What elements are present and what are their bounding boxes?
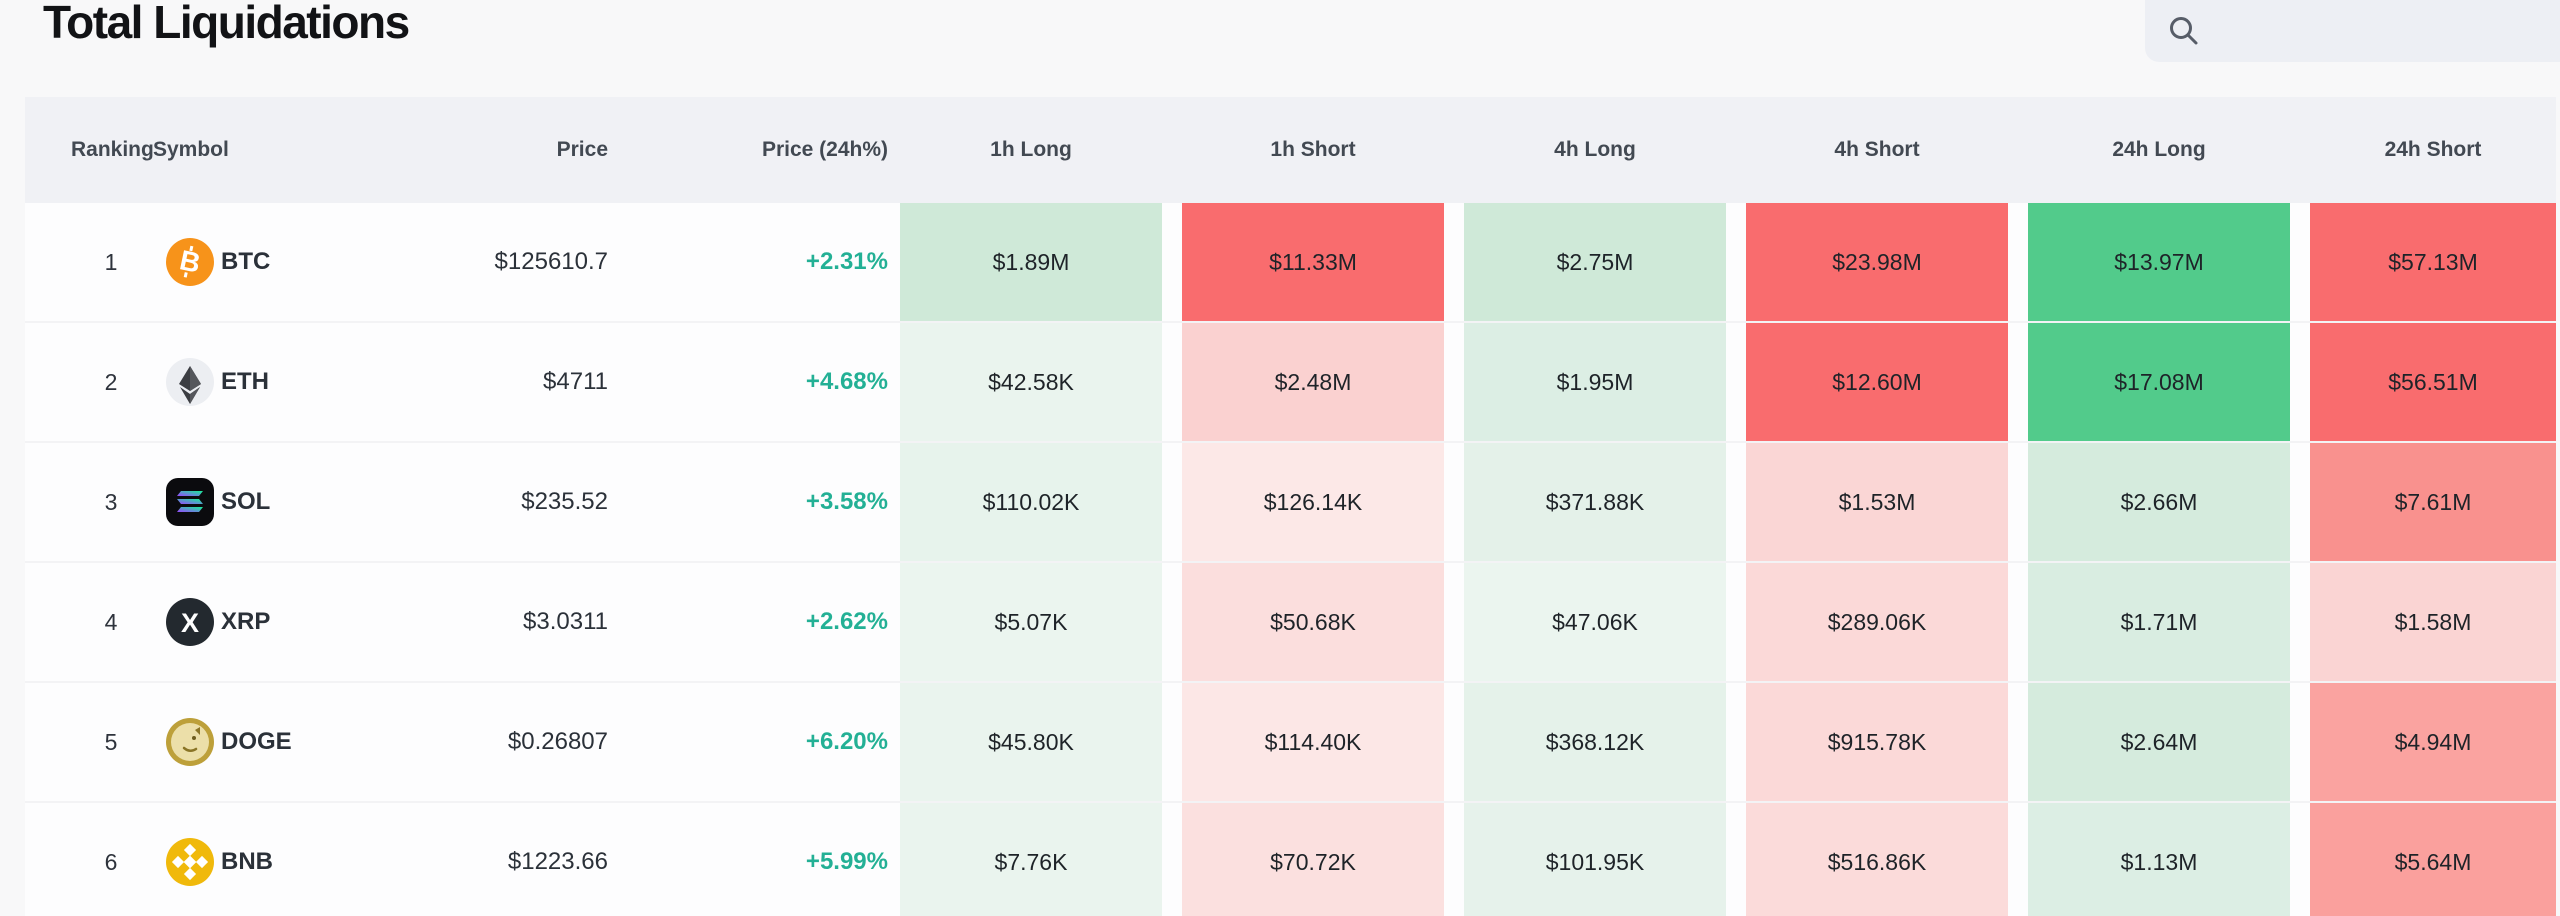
rank-cell: 1 xyxy=(104,248,118,275)
rank-cell: 3 xyxy=(104,488,118,515)
heatmap-cell: $4.94M xyxy=(2310,683,2556,801)
heatmap-cell: $915.78K xyxy=(1746,683,2008,801)
heatmap-cell: $2.75M xyxy=(1464,203,1726,321)
price-cell: $0.26807 xyxy=(507,728,608,755)
heatmap-cell: $1.71M xyxy=(2028,563,2290,681)
rank-cell: 5 xyxy=(104,728,118,755)
price-cell: $1223.66 xyxy=(507,848,608,875)
heatmap-cell: $289.06K xyxy=(1746,563,2008,681)
table-row-bnb[interactable]: 6 BNB $1223.66 +5.99% $7.76K $70.72K $101.95K $… xyxy=(25,801,2556,916)
column-header-4h-long[interactable]: 4h Long xyxy=(1554,138,1636,161)
heatmap-cell: $101.95K xyxy=(1464,803,1726,916)
doge-icon xyxy=(166,683,214,801)
table-header-row: Ranking Symbol Price Price (24h%) 1h Long 1h … xyxy=(25,97,2556,203)
heatmap-cell: $110.02K xyxy=(900,443,1162,561)
rank-cell: 2 xyxy=(104,368,118,395)
symbol-label: SOL xyxy=(221,488,271,515)
price-change-cell: +6.20% xyxy=(805,728,888,755)
heatmap-cell: $1.89M xyxy=(900,203,1162,321)
table-row-btc[interactable]: 1 B BTC $125610.7 +2.31% $1.89M $11.33M $2.75M $… xyxy=(25,203,2556,321)
rank-cell: 6 xyxy=(104,848,118,875)
heatmap-cell: $12.60M xyxy=(1746,323,2008,441)
table-row-eth[interactable]: 2 ETH $4711 +4.68% $42.58K $2.48M $1.95M $12.60… xyxy=(25,321,2556,441)
heatmap-cell: $2.64M xyxy=(2028,683,2290,801)
heatmap-cell: $1.58M xyxy=(2310,563,2556,681)
price-change-cell: +5.99% xyxy=(805,848,888,875)
column-header-price-24h[interactable]: Price (24h%) xyxy=(761,138,888,161)
heatmap-cell: $368.12K xyxy=(1464,683,1726,801)
btc-icon: B xyxy=(166,203,214,321)
column-header-symbol[interactable]: Symbol xyxy=(153,138,229,161)
heatmap-cell: $47.06K xyxy=(1464,563,1726,681)
price-cell: $3.0311 xyxy=(523,608,608,635)
heatmap-cell: $7.61M xyxy=(2310,443,2556,561)
heatmap-cell: $42.58K xyxy=(900,323,1162,441)
table-body: 1 B BTC $125610.7 +2.31% $1.89M $11.33M $2.75M $… xyxy=(25,203,2556,916)
heatmap-cell: $70.72K xyxy=(1182,803,1444,916)
column-header-24h-short[interactable]: 24h Short xyxy=(2384,138,2482,161)
heatmap-cell: $114.40K xyxy=(1182,683,1444,801)
table-row-xrp[interactable]: 4 X XRP $3.0311 +2.62% $5.07K $50.68K $47.06K $2… xyxy=(25,561,2556,681)
column-header-24h-long[interactable]: 24h Long xyxy=(2112,138,2206,161)
heatmap-cell: $1.13M xyxy=(2028,803,2290,916)
column-header-1h-long[interactable]: 1h Long xyxy=(990,138,1072,161)
price-change-cell: +4.68% xyxy=(805,368,888,395)
eth-icon xyxy=(166,323,214,441)
sol-icon xyxy=(166,443,214,561)
heatmap-cell: $7.76K xyxy=(900,803,1162,916)
column-header-price[interactable]: Price xyxy=(556,138,608,161)
column-header-ranking[interactable]: Ranking xyxy=(71,138,154,161)
symbol-label: DOGE xyxy=(221,728,292,755)
page-title: Total Liquidations xyxy=(43,0,410,48)
heatmap-cell: $23.98M xyxy=(1746,203,2008,321)
table-row-sol[interactable]: 3 SOL $235.52 +3.58% $110.02K $126.14K $371.88… xyxy=(25,441,2556,561)
heatmap-cell: $2.48M xyxy=(1182,323,1444,441)
price-cell: $235.52 xyxy=(521,488,608,515)
heatmap-cell: $57.13M xyxy=(2310,203,2556,321)
price-change-cell: +2.31% xyxy=(805,248,888,275)
column-header-4h-short[interactable]: 4h Short xyxy=(1834,138,1920,161)
symbol-label: XRP xyxy=(221,608,271,635)
heatmap-cell: $2.66M xyxy=(2028,443,2290,561)
heatmap-cell: $50.68K xyxy=(1182,563,1444,681)
search-box[interactable] xyxy=(2145,0,2560,62)
bnb-icon xyxy=(166,803,214,916)
heatmap-cell: $45.80K xyxy=(900,683,1162,801)
symbol-label: BNB xyxy=(221,848,273,875)
heatmap-cell: $1.95M xyxy=(1464,323,1726,441)
heatmap-cell: $5.07K xyxy=(900,563,1162,681)
xrp-icon: X xyxy=(166,563,214,681)
price-change-cell: +2.62% xyxy=(805,608,888,635)
heatmap-cell: $1.53M xyxy=(1746,443,2008,561)
table-row-doge[interactable]: 5 DOGE $0.26807 +6.20% $45.80K $114.40K $368.1… xyxy=(25,681,2556,801)
svg-text:X: X xyxy=(181,608,199,638)
price-cell: $125610.7 xyxy=(494,248,608,275)
magnifier-icon xyxy=(2167,14,2201,48)
column-header-1h-short[interactable]: 1h Short xyxy=(1270,138,1356,161)
heatmap-cell: $126.14K xyxy=(1182,443,1444,561)
heatmap-cell: $516.86K xyxy=(1746,803,2008,916)
heatmap-cell: $371.88K xyxy=(1464,443,1726,561)
heatmap-cell: $56.51M xyxy=(2310,323,2556,441)
heatmap-cell: $17.08M xyxy=(2028,323,2290,441)
symbol-label: ETH xyxy=(221,368,269,395)
price-change-cell: +3.58% xyxy=(805,488,888,515)
rank-cell: 4 xyxy=(104,608,118,635)
heatmap-cell: $13.97M xyxy=(2028,203,2290,321)
heatmap-cell: $5.64M xyxy=(2310,803,2556,916)
symbol-label: BTC xyxy=(221,248,271,275)
heatmap-cell: $11.33M xyxy=(1182,203,1444,321)
price-cell: $4711 xyxy=(543,368,608,395)
liquidations-table: Ranking Symbol Price Price (24h%) 1h Long 1h … xyxy=(25,97,2556,916)
